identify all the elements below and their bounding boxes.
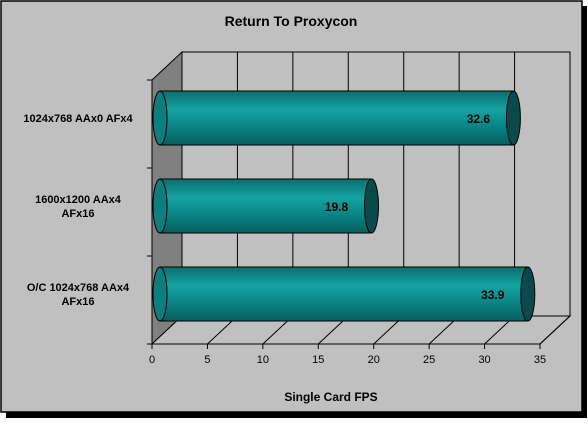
bar-start-cap bbox=[152, 178, 168, 234]
x-tick-label: 5 bbox=[204, 354, 210, 366]
x-tick-label: 35 bbox=[534, 354, 546, 366]
y-category-label-line: O/C 1024x768 AAx4 bbox=[27, 282, 130, 294]
bar-body bbox=[159, 90, 514, 146]
bar-end-cap bbox=[505, 90, 521, 146]
x-tick-label: 0 bbox=[149, 354, 155, 366]
bar bbox=[152, 178, 379, 234]
frame-shadow-bottom bbox=[6, 412, 587, 418]
bar bbox=[152, 90, 521, 146]
chart-title: Return To Proxycon bbox=[225, 13, 358, 29]
y-category-label: O/C 1024x768 AAx4 AFx16 bbox=[27, 282, 130, 308]
x-tick-label: 25 bbox=[423, 354, 435, 366]
x-axis-label: Single Card FPS bbox=[284, 390, 377, 404]
x-tick-label: 30 bbox=[478, 354, 490, 366]
y-category-label: 1600x1200 AAx4 AFx16 bbox=[35, 194, 122, 220]
bar-data-label: 32.6 bbox=[467, 112, 491, 126]
x-tick-label: 10 bbox=[257, 354, 269, 366]
y-category-label: 1024x768 AAx0 AFx4 bbox=[23, 113, 133, 125]
bar-end-cap bbox=[520, 266, 536, 322]
bar bbox=[152, 266, 536, 322]
bar-data-label: 19.8 bbox=[325, 200, 349, 214]
x-tick-label: 15 bbox=[312, 354, 324, 366]
gridline-floor bbox=[539, 315, 571, 345]
y-category-label-line: 1024x768 AAx0 AFx4 bbox=[23, 113, 133, 125]
bar-data-label: 33.9 bbox=[481, 288, 505, 302]
x-tick-label: 20 bbox=[368, 354, 380, 366]
bar-body bbox=[159, 266, 529, 322]
bar-start-cap bbox=[152, 90, 168, 146]
bar-body bbox=[159, 178, 372, 234]
y-category-label-line: 1600x1200 AAx4 bbox=[35, 194, 122, 206]
frame-shadow-right bbox=[582, 6, 587, 417]
bar-end-cap bbox=[363, 178, 379, 234]
y-category-label-line: AFx16 bbox=[61, 208, 94, 220]
y-category-label-line: AFx16 bbox=[61, 296, 94, 308]
bar-start-cap bbox=[152, 266, 168, 322]
